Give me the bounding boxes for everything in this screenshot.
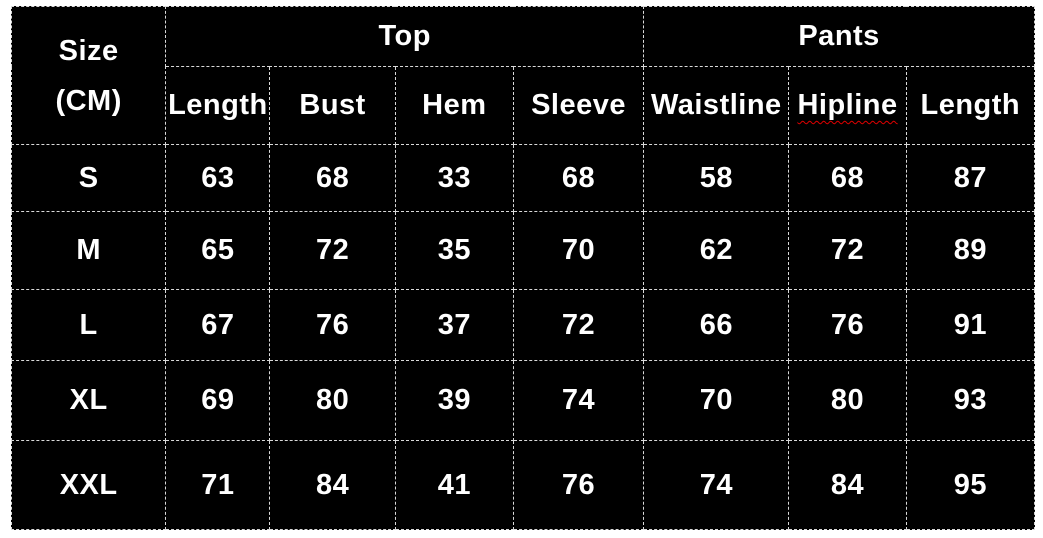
data-cell: 66 bbox=[643, 289, 790, 361]
data-cell: 87 bbox=[905, 144, 1036, 212]
data-cell: 68 bbox=[512, 144, 645, 212]
corner-header-line1: Size bbox=[58, 34, 119, 67]
data-cell: 84 bbox=[269, 440, 396, 530]
data-cell: 93 bbox=[905, 360, 1036, 441]
subheader-bust: Bust bbox=[269, 66, 396, 145]
data-cell: 65 bbox=[165, 211, 271, 290]
data-cell: 74 bbox=[512, 360, 645, 441]
data-cell: 84 bbox=[788, 440, 907, 530]
subheader-hem: Hem bbox=[394, 66, 514, 145]
data-cell: 69 bbox=[165, 360, 271, 441]
data-cell: 33 bbox=[394, 144, 514, 212]
data-cell: 67 bbox=[165, 289, 271, 361]
data-cell: 68 bbox=[788, 144, 907, 212]
table-row-xl: XL 69 80 39 74 70 80 93 bbox=[10, 360, 1036, 441]
data-cell: 91 bbox=[905, 289, 1036, 361]
corner-header-size-cm: Size (CM) bbox=[10, 6, 167, 145]
subheader-hipline: Hipline bbox=[788, 66, 907, 145]
data-cell: 70 bbox=[512, 211, 645, 290]
subheader-pants-length: Length bbox=[905, 66, 1036, 145]
data-cell: 70 bbox=[643, 360, 790, 441]
data-cell: 80 bbox=[269, 360, 396, 441]
data-cell: 76 bbox=[512, 440, 645, 530]
data-cell: 72 bbox=[269, 211, 396, 290]
data-cell: 72 bbox=[512, 289, 645, 361]
group-header-row: Size (CM) Top Pants bbox=[10, 6, 1035, 145]
data-cell: 63 bbox=[165, 144, 271, 212]
data-cell: 74 bbox=[643, 440, 790, 530]
data-cell: 80 bbox=[788, 360, 907, 441]
data-cell: 89 bbox=[905, 211, 1036, 290]
subheader-row: Length Bust Hem Sleeve Waistline Hipline… bbox=[12, 66, 1036, 145]
row-label-l: L bbox=[10, 289, 167, 361]
subheader-sleeve: Sleeve bbox=[512, 66, 645, 145]
subheader-top-length: Length bbox=[165, 66, 271, 145]
subheader-hipline-label: Hipline bbox=[797, 89, 898, 121]
subheader-waistline: Waistline bbox=[643, 66, 790, 145]
data-cell: 62 bbox=[643, 211, 790, 290]
table-row-l: L 67 76 37 72 66 76 91 bbox=[10, 289, 1036, 361]
row-label-xxl: XXL bbox=[10, 440, 167, 530]
table-row-xxl: XXL 71 84 41 76 74 84 95 bbox=[10, 440, 1036, 530]
data-cell: 95 bbox=[905, 440, 1036, 530]
data-cell: 58 bbox=[643, 144, 790, 212]
data-cell: 41 bbox=[394, 440, 514, 530]
data-cell: 71 bbox=[165, 440, 271, 530]
group-header-pants: Pants bbox=[643, 6, 1035, 67]
size-chart-table: Size (CM) Top Pants Length Bust Hem Slee… bbox=[10, 6, 1036, 530]
corner-header-line2: (CM) bbox=[55, 84, 122, 117]
data-cell: 76 bbox=[788, 289, 907, 361]
table-row-s: S 63 68 33 68 58 68 87 bbox=[10, 144, 1036, 212]
data-cell: 35 bbox=[394, 211, 514, 290]
row-label-s: S bbox=[10, 144, 167, 212]
table-row-m: M 65 72 35 70 62 72 89 bbox=[10, 211, 1036, 290]
data-cell: 76 bbox=[269, 289, 396, 361]
row-label-m: M bbox=[10, 211, 167, 290]
row-label-xl: XL bbox=[10, 360, 167, 441]
group-header-top: Top bbox=[165, 6, 645, 67]
data-cell: 68 bbox=[269, 144, 396, 212]
data-cell: 37 bbox=[394, 289, 514, 361]
data-cell: 39 bbox=[394, 360, 514, 441]
data-cell: 72 bbox=[788, 211, 907, 290]
